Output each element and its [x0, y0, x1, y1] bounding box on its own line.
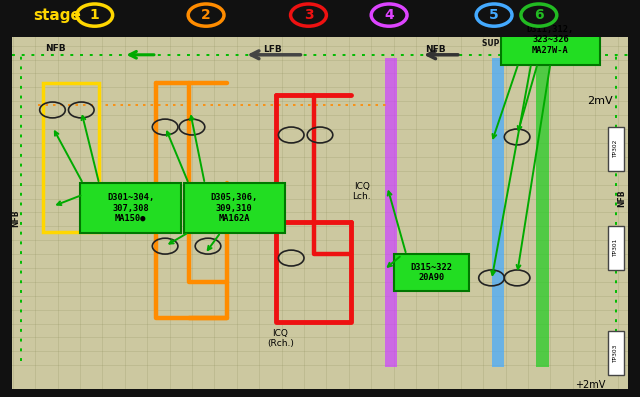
Text: LFB: LFB: [262, 45, 282, 54]
Bar: [628, 0, 640, 397]
Bar: [608, 331, 624, 375]
Text: stage: stage: [34, 8, 81, 23]
Text: 4: 4: [384, 8, 394, 22]
Text: D301~304,
307,308
MA150●: D301~304, 307,308 MA150●: [107, 193, 154, 223]
Text: NFB: NFB: [12, 210, 20, 227]
FancyBboxPatch shape: [80, 183, 181, 233]
Bar: [0, 0, 640, 37]
Bar: [385, 58, 397, 367]
Text: D315~322
20A90: D315~322 20A90: [410, 263, 452, 282]
Text: TP302: TP302: [614, 140, 618, 158]
Bar: [536, 58, 549, 367]
Text: 3: 3: [303, 8, 314, 22]
Bar: [608, 226, 624, 270]
Text: D305,306,
309,310
MA162A: D305,306, 309,310 MA162A: [211, 193, 258, 223]
Bar: [608, 127, 624, 171]
Text: 2mV: 2mV: [588, 96, 613, 106]
Text: D311,312,
323~326
MA27W-A: D311,312, 323~326 MA27W-A: [527, 25, 574, 55]
FancyBboxPatch shape: [501, 15, 600, 65]
Text: ICQ
(Rch.): ICQ (Rch.): [267, 329, 294, 348]
Text: NFB: NFB: [45, 44, 65, 53]
Bar: [0, 389, 640, 397]
Bar: [492, 58, 504, 367]
Text: TP303: TP303: [614, 344, 618, 362]
Text: 1: 1: [90, 8, 100, 22]
Text: +2mV: +2mV: [575, 380, 605, 390]
Bar: [43, 83, 99, 232]
Text: 6: 6: [534, 8, 544, 22]
Text: ICQ
Lch.: ICQ Lch.: [352, 182, 371, 201]
Bar: [0, 0, 12, 397]
Text: TP301: TP301: [614, 239, 618, 257]
Text: NFB: NFB: [618, 190, 627, 207]
Text: 5: 5: [489, 8, 499, 22]
Text: NFB: NFB: [425, 45, 445, 54]
FancyBboxPatch shape: [394, 254, 469, 291]
FancyBboxPatch shape: [184, 183, 285, 233]
Text: SUP 27U9A: SUP 27U9A: [482, 39, 530, 48]
Text: 2: 2: [201, 8, 211, 22]
